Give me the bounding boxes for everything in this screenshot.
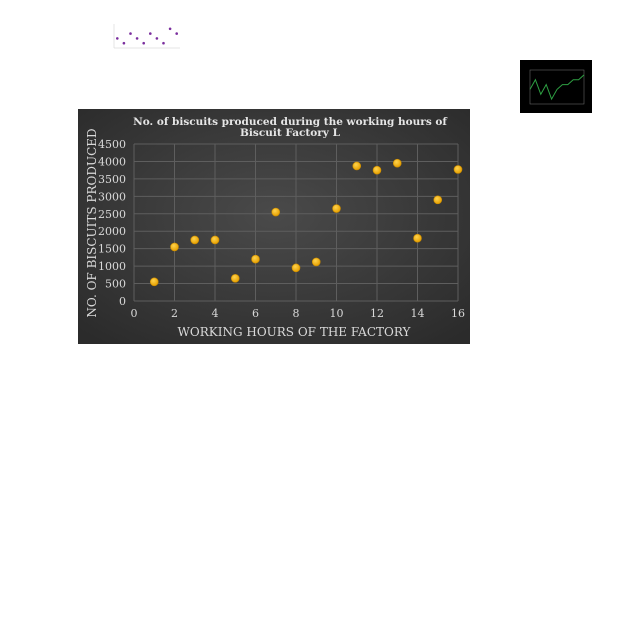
thumb-a-point bbox=[129, 32, 132, 35]
x-axis-label: WORKING HOURS OF THE FACTORY bbox=[178, 325, 412, 339]
x-tick-label: 0 bbox=[131, 307, 138, 320]
y-tick-label: 1500 bbox=[98, 243, 126, 256]
y-tick-label: 3000 bbox=[98, 190, 126, 203]
data-point bbox=[434, 196, 442, 204]
data-point bbox=[252, 255, 260, 263]
thumb-b-series-line bbox=[530, 75, 584, 99]
x-tick-label: 2 bbox=[171, 307, 178, 320]
data-point bbox=[272, 208, 280, 216]
scatter-chart-svg: No. of biscuits produced during the work… bbox=[78, 109, 470, 344]
data-point bbox=[333, 205, 341, 213]
x-tick-label: 4 bbox=[212, 307, 219, 320]
thumb-a-point bbox=[162, 42, 165, 45]
thumb-a-point bbox=[123, 42, 126, 45]
data-point bbox=[171, 243, 179, 251]
x-tick-label: 14 bbox=[411, 307, 425, 320]
data-point bbox=[454, 165, 462, 173]
thumb-a-point bbox=[136, 37, 139, 40]
y-tick-label: 2500 bbox=[98, 208, 126, 221]
thumbnail-scatter-chart bbox=[104, 10, 184, 56]
x-tick-label: 16 bbox=[451, 307, 465, 320]
x-tick-label: 8 bbox=[293, 307, 300, 320]
thumbnail-line-chart bbox=[520, 60, 592, 113]
thumb-a-point bbox=[169, 28, 172, 31]
y-tick-label: 3500 bbox=[98, 173, 126, 186]
y-tick-label: 4500 bbox=[98, 138, 126, 151]
y-tick-label: 2000 bbox=[98, 225, 126, 238]
thumb-a-point bbox=[156, 37, 159, 40]
data-point bbox=[191, 236, 199, 244]
y-tick-label: 500 bbox=[105, 278, 126, 291]
thumb-a-point bbox=[175, 32, 178, 35]
data-point bbox=[211, 236, 219, 244]
data-point bbox=[231, 274, 239, 282]
data-point bbox=[292, 264, 300, 272]
thumb-a-point bbox=[142, 42, 145, 45]
thumb-a-point bbox=[149, 32, 152, 35]
data-point bbox=[150, 278, 158, 286]
y-tick-label: 1000 bbox=[98, 260, 126, 273]
thumb-a-point bbox=[116, 37, 119, 40]
y-tick-label: 0 bbox=[119, 295, 126, 308]
data-point bbox=[393, 159, 401, 167]
y-tick-label: 4000 bbox=[98, 155, 126, 168]
thumbnail-line-svg bbox=[520, 60, 592, 113]
x-tick-label: 6 bbox=[252, 307, 259, 320]
data-point bbox=[373, 166, 381, 174]
data-point bbox=[312, 258, 320, 266]
chart-title-line-2: Biscuit Factory L bbox=[240, 127, 341, 139]
x-tick-label: 12 bbox=[370, 307, 384, 320]
y-axis-label: NO. OF BISCUITS PRODUCED bbox=[85, 128, 99, 317]
x-tick-label: 10 bbox=[330, 307, 344, 320]
data-point bbox=[414, 234, 422, 242]
scatter-chart: No. of biscuits produced during the work… bbox=[78, 109, 470, 344]
data-point bbox=[353, 162, 361, 170]
thumbnail-scatter-svg bbox=[104, 10, 184, 56]
